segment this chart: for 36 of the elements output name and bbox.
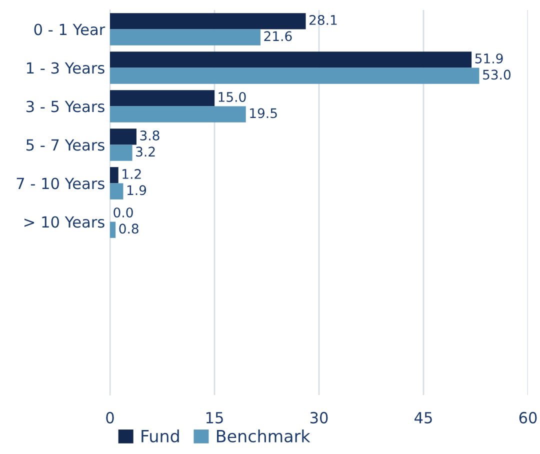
legend-label: Benchmark xyxy=(217,430,310,442)
bar xyxy=(110,90,214,106)
legend-label: Fund xyxy=(142,430,179,442)
data-label: 3.8 xyxy=(140,130,160,140)
data-label: 28.1 xyxy=(310,15,337,25)
data-label: 0.0 xyxy=(114,208,133,218)
data-label: 0.8 xyxy=(119,224,138,234)
data-label: 15.0 xyxy=(218,92,246,102)
x-tick-label: 60 xyxy=(519,412,537,424)
y-tick-label: > 10 Years xyxy=(24,216,104,228)
y-tick-label: 7 - 10 Years xyxy=(16,178,104,190)
bar xyxy=(110,128,136,145)
bar xyxy=(110,52,472,68)
y-tick-label: 5 - 7 Years xyxy=(26,139,104,151)
bar xyxy=(110,222,116,238)
data-label: 1.9 xyxy=(127,185,146,196)
x-tick-label: 0 xyxy=(106,412,114,424)
data-label: 19.5 xyxy=(250,108,277,118)
bar xyxy=(110,13,306,30)
bar xyxy=(110,68,480,84)
x-tick-label: 15 xyxy=(206,412,223,424)
bar xyxy=(110,106,246,122)
y-tick-label: 3 - 5 Years xyxy=(26,100,104,112)
bar xyxy=(110,167,118,184)
y-tick-label: 0 - 1 Year xyxy=(34,24,106,36)
data-label: 21.6 xyxy=(264,31,292,42)
bar xyxy=(110,183,124,200)
x-tick-label: 45 xyxy=(414,412,432,424)
y-tick-label: 1 - 3 Years xyxy=(26,62,104,74)
data-label: 51.9 xyxy=(475,54,503,64)
bar xyxy=(110,144,132,161)
data-label: 3.2 xyxy=(136,146,155,157)
data-label: 1.2 xyxy=(122,169,141,179)
x-tick-label: 30 xyxy=(310,412,328,424)
bar xyxy=(110,29,260,46)
data-label: 53.0 xyxy=(483,70,511,80)
